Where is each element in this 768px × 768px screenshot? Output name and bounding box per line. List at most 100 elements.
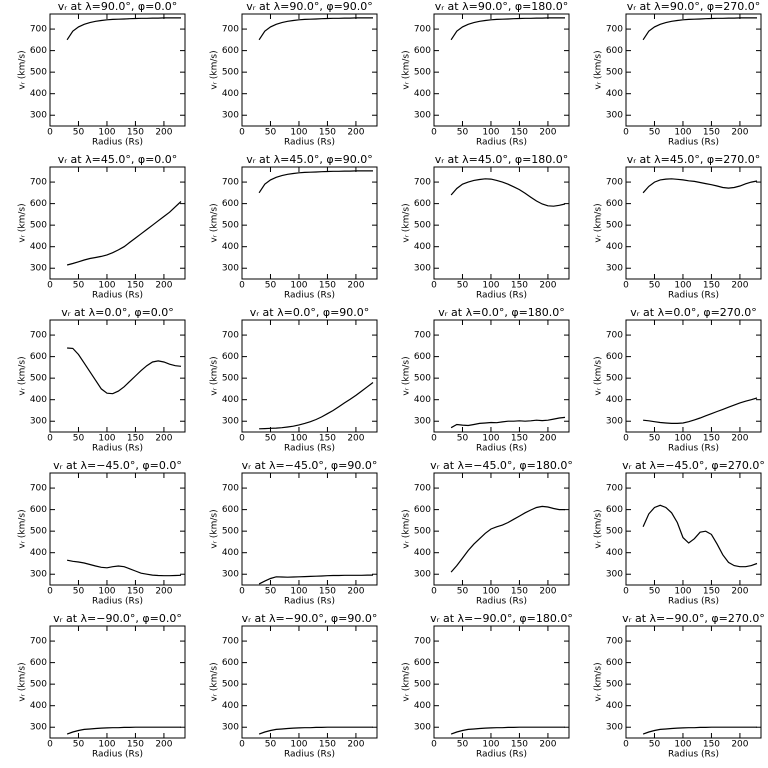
y-axis-label: vᵣ (km/s) [210,356,220,395]
x-tick-label: 200 [539,587,556,597]
plot-frame [433,13,570,127]
x-tick-label: 50 [457,587,469,597]
y-tick-label: 400 [414,701,431,711]
y-tick-label: 600 [414,658,431,668]
y-tick-label: 600 [606,46,623,56]
x-tick-label: 0 [239,740,245,750]
x-tick-label: 0 [47,587,53,597]
x-tick-label: 100 [98,281,115,291]
y-tick-label: 700 [222,178,239,188]
x-tick-label: 100 [482,434,499,444]
y-tick-label: 400 [414,89,431,99]
y-tick-label: 500 [606,68,623,78]
panel-title: vᵣ at λ=0.0°, φ=0.0° [61,306,174,319]
y-tick-label: 400 [414,548,431,558]
x-axis-label: Radius (Rs) [476,750,527,760]
x-tick-label: 200 [347,281,364,291]
x-tick-label: 200 [539,281,556,291]
panel-title: vᵣ at λ=90.0°, φ=90.0° [246,0,373,13]
data-line [642,726,757,735]
data-line [66,201,182,266]
x-tick-label: 200 [155,587,172,597]
data-line [258,170,373,194]
data-line [450,17,565,41]
plot-frame [625,13,762,127]
y-tick-label: 500 [606,527,623,537]
x-tick-label: 150 [511,587,528,597]
panel-title: vᵣ at λ=−90.0°, φ=180.0° [430,612,573,625]
plot-frame [241,472,378,586]
x-tick-label: 150 [127,128,144,138]
y-tick-label: 300 [606,570,623,580]
y-axis-label: vᵣ (km/s) [18,662,28,701]
y-tick-label: 400 [222,701,239,711]
y-tick-label: 600 [30,46,47,56]
y-tick-label: 500 [606,680,623,690]
x-tick-label: 150 [127,281,144,291]
y-tick-label: 300 [414,417,431,427]
y-tick-label: 400 [30,89,47,99]
y-tick-label: 500 [30,527,47,537]
x-tick-label: 200 [731,740,748,750]
y-axis-label: vᵣ (km/s) [594,509,604,548]
x-tick-label: 100 [674,434,691,444]
plot-frame [433,472,570,586]
panel-title: vᵣ at λ=45.0°, φ=180.0° [435,153,569,166]
y-tick-label: 700 [414,637,431,647]
y-tick-label: 500 [222,68,239,78]
y-axis-label: vᵣ (km/s) [210,662,220,701]
x-tick-label: 50 [265,281,277,291]
data-line [66,559,182,577]
x-tick-label: 150 [319,434,336,444]
x-tick-label: 0 [623,128,629,138]
panel-title: vᵣ at λ=90.0°, φ=270.0° [627,0,761,13]
x-tick-label: 150 [511,128,528,138]
x-tick-label: 150 [511,281,528,291]
panel-title: vᵣ at λ=−45.0°, φ=180.0° [430,459,573,472]
x-tick-label: 0 [431,281,437,291]
y-tick-label: 300 [222,570,239,580]
data-line [67,347,182,395]
y-tick-label: 300 [606,111,623,121]
y-tick-label: 500 [222,527,239,537]
x-tick-label: 100 [482,281,499,291]
y-tick-label: 600 [30,352,47,362]
plot-frame [625,472,762,586]
panel-title: vᵣ at λ=−45.0°, φ=90.0° [242,459,378,472]
x-tick-label: 100 [482,128,499,138]
y-axis-label: vᵣ (km/s) [594,50,604,89]
y-tick-label: 700 [414,331,431,341]
y-tick-label: 600 [222,658,239,668]
y-tick-label: 300 [414,111,431,121]
y-tick-label: 400 [222,548,239,558]
x-tick-label: 0 [47,281,53,291]
x-tick-label: 200 [347,740,364,750]
y-axis-label: vᵣ (km/s) [18,50,28,89]
plot-frame [625,625,762,739]
y-tick-label: 400 [414,242,431,252]
x-tick-label: 100 [290,740,307,750]
plot-frame [49,319,186,433]
y-axis-label: vᵣ (km/s) [402,50,412,89]
x-tick-label: 100 [290,281,307,291]
x-tick-label: 0 [239,128,245,138]
x-tick-label: 0 [239,587,245,597]
y-tick-label: 300 [414,723,431,733]
x-tick-label: 200 [347,434,364,444]
x-tick-label: 150 [703,128,720,138]
x-axis-label: Radius (Rs) [668,444,719,454]
data-line [259,382,374,430]
x-axis-label: Radius (Rs) [284,444,335,454]
y-axis-label: vᵣ (km/s) [402,662,412,701]
y-tick-label: 400 [30,242,47,252]
y-tick-label: 700 [222,331,239,341]
x-tick-label: 0 [239,281,245,291]
x-tick-label: 0 [47,128,53,138]
y-tick-label: 300 [222,723,239,733]
y-tick-label: 400 [222,395,239,405]
y-tick-label: 300 [222,417,239,427]
x-tick-label: 100 [290,434,307,444]
y-tick-label: 500 [30,221,47,231]
plot-frame [49,625,186,739]
